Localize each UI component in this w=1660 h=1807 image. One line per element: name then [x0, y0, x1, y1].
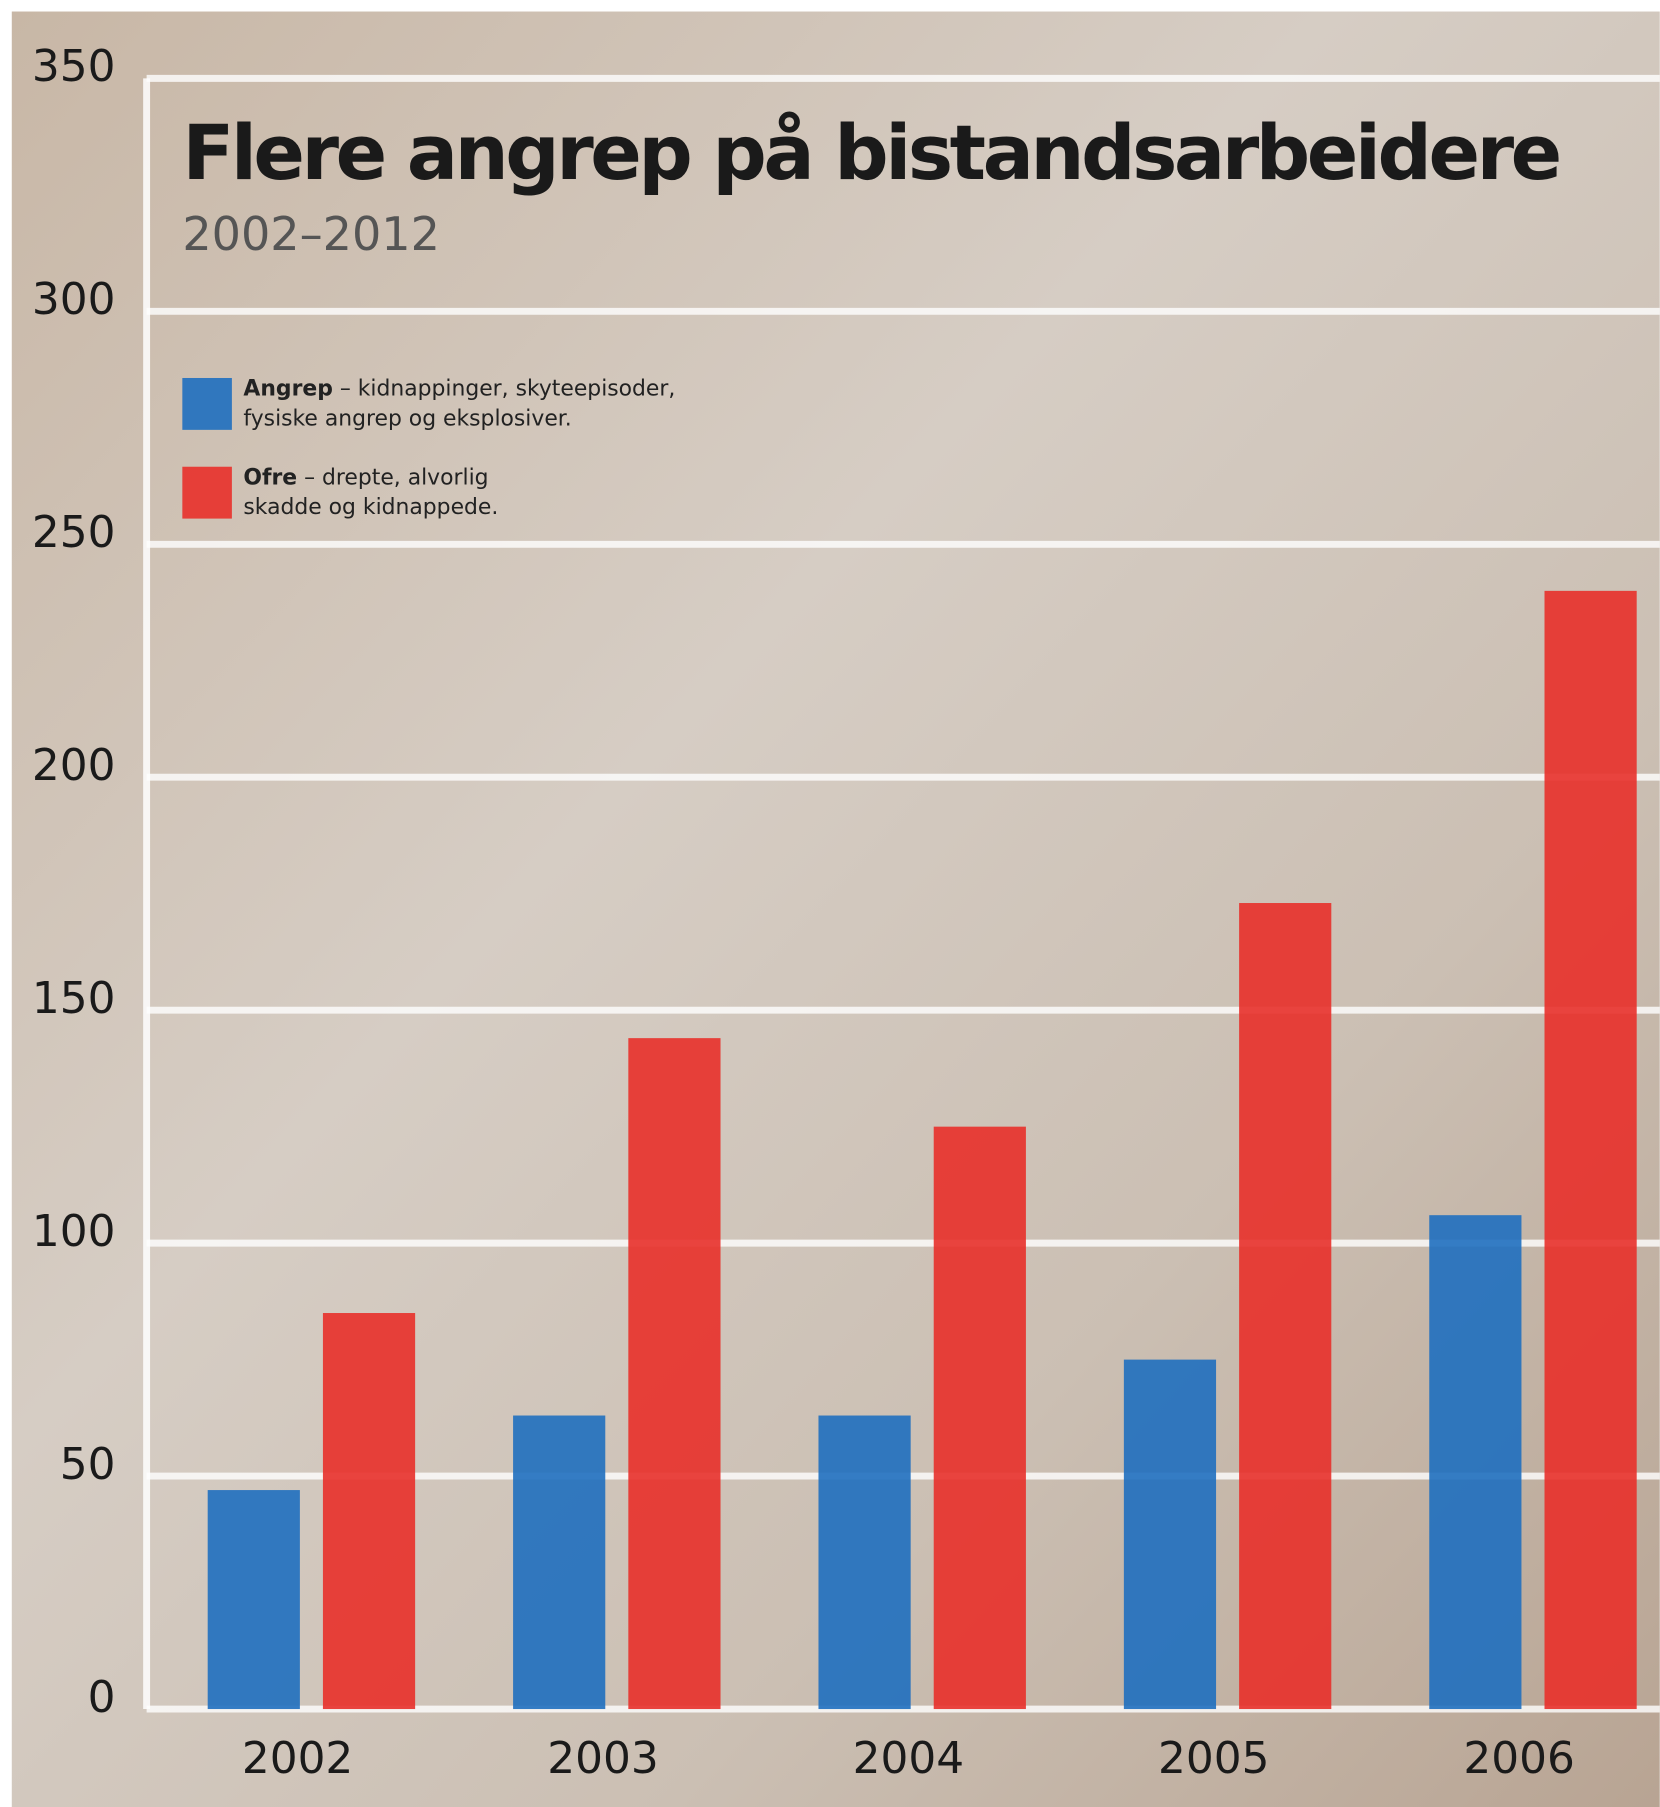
- bar: [208, 1490, 300, 1709]
- legend-swatch: [182, 467, 232, 519]
- bar: [934, 1127, 1026, 1709]
- y-tick-label: 0: [88, 1672, 116, 1723]
- x-tick-label: 2004: [853, 1733, 964, 1784]
- legend-name: Angrep: [243, 377, 332, 402]
- bar: [818, 1416, 910, 1710]
- legend-description: – kidnappinger, skyteepisoder,: [340, 377, 676, 402]
- legend-description: fysiske angrep og eksplosiver.: [243, 406, 571, 431]
- bar: [1429, 1215, 1521, 1709]
- chart: Flere angrep på bistandsarbeidere 2002–2…: [0, 0, 1660, 1807]
- legend-text: skadde og kidnappede.: [243, 495, 498, 520]
- bar: [1545, 591, 1637, 1709]
- x-tick-label: 2002: [242, 1733, 353, 1784]
- legend-text: Angrep – kidnappinger, skyteepisoder,: [243, 377, 675, 402]
- y-tick-label: 100: [32, 1206, 116, 1257]
- y-tick-label: 250: [32, 507, 116, 558]
- y-tick-label: 50: [60, 1439, 116, 1490]
- bar: [628, 1038, 720, 1709]
- x-tick-label: 2006: [1463, 1733, 1574, 1784]
- x-tick-label: 2003: [547, 1733, 658, 1784]
- y-tick-label: 150: [32, 973, 116, 1024]
- y-tick-label: 300: [32, 274, 116, 325]
- legend-name: Ofre: [243, 465, 297, 490]
- y-tick-label: 350: [32, 41, 116, 92]
- bar: [323, 1313, 415, 1709]
- legend-text: fysiske angrep og eksplosiver.: [243, 406, 571, 431]
- legend-swatch: [182, 378, 232, 430]
- bar: [513, 1416, 605, 1710]
- bar: [1239, 903, 1331, 1709]
- chart-title: Flere angrep på bistandsarbeidere: [182, 108, 1558, 197]
- legend-text: Ofre – drepte, alvorlig: [243, 465, 488, 490]
- x-tick-label: 2005: [1158, 1733, 1269, 1784]
- bar: [1124, 1360, 1216, 1709]
- chart-subtitle: 2002–2012: [182, 207, 440, 261]
- legend-description: – drepte, alvorlig: [304, 465, 488, 490]
- y-tick-label: 200: [32, 740, 116, 791]
- legend-description: skadde og kidnappede.: [243, 495, 498, 520]
